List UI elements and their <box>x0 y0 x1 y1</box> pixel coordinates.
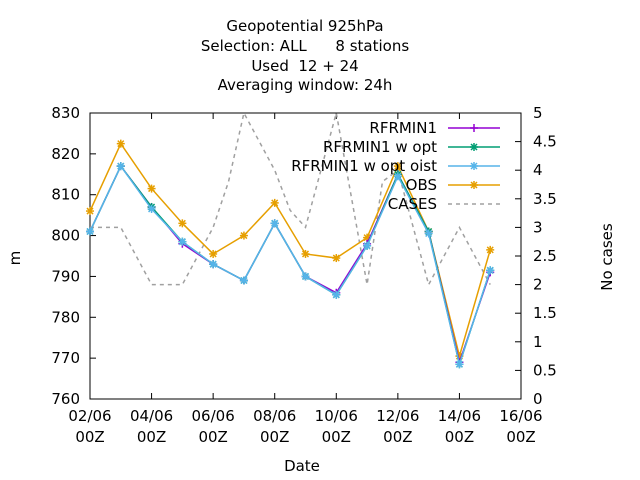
cases-line <box>90 110 491 287</box>
series-point <box>486 266 495 275</box>
y2-tick-label: 2 <box>533 276 543 294</box>
legend-label: RFRMIN1 w opt oist <box>291 157 437 175</box>
y-tick-label: 790 <box>51 267 80 285</box>
series-point <box>209 249 218 258</box>
x-tick-label-time: 00Z <box>322 428 351 446</box>
legend-label: RFRMIN1 <box>369 119 437 137</box>
data-series <box>86 139 495 369</box>
x-tick-label-date: 16/06 <box>499 407 542 425</box>
series-point <box>470 162 478 170</box>
y-tick-label: 760 <box>51 390 80 408</box>
y-tick-label: 780 <box>51 308 80 326</box>
x-tick-label-time: 00Z <box>198 428 227 446</box>
legend-label: CASES <box>388 195 437 213</box>
x-tick-label-time: 00Z <box>445 428 474 446</box>
y2-tick-label: 1.5 <box>533 304 557 322</box>
y-tick-label: 810 <box>51 186 80 204</box>
cases-series <box>90 110 491 287</box>
series-point <box>147 184 156 193</box>
series-point <box>178 219 187 228</box>
chart-title-line-1: Geopotential 925hPa <box>226 17 383 35</box>
y2-tick-label: 4.5 <box>533 133 557 151</box>
x-tick-label-date: 12/06 <box>376 407 419 425</box>
x-tick-label-date: 02/06 <box>68 407 111 425</box>
x-tick-label-time: 00Z <box>75 428 104 446</box>
x-tick-label-date: 04/06 <box>130 407 173 425</box>
series-point <box>470 181 478 189</box>
chart-title-line-4: Averaging window: 24h <box>218 76 393 94</box>
series-point <box>424 229 433 238</box>
y-tick-label: 800 <box>51 227 80 245</box>
legend-label: RFRMIN1 w opt <box>323 138 437 156</box>
y2-tick-label: 3 <box>533 218 543 236</box>
series-point <box>455 360 464 369</box>
series-point <box>147 205 156 214</box>
series-point <box>332 290 341 299</box>
series-point <box>116 162 125 171</box>
series-point <box>332 254 341 263</box>
y-tick-label: 820 <box>51 145 80 163</box>
y-tick-label: 770 <box>51 349 80 367</box>
series-point <box>470 143 478 151</box>
series-point <box>363 241 372 250</box>
series-point <box>178 237 187 246</box>
legend-label: OBS <box>406 176 437 194</box>
series-point <box>393 172 402 181</box>
x-tick-label-time: 00Z <box>506 428 535 446</box>
y2-tick-label: 4 <box>533 161 543 179</box>
x-tick-label-time: 00Z <box>137 428 166 446</box>
chart-title-line-2: Selection: ALL 8 stations <box>201 37 409 55</box>
series-point <box>239 231 248 240</box>
series-point <box>86 207 94 216</box>
axis-ticks: 760 770 780 790 800 810 820 830 0 0.5 1 1.5 2 2.5 3 3.5… <box>51 104 557 446</box>
y2-tick-label: 1 <box>533 333 543 351</box>
chart-title-line-3: Used 12 + 24 <box>251 57 358 75</box>
x-tick-label-date: 10/06 <box>315 407 358 425</box>
y-tick-label: 830 <box>51 104 80 122</box>
series-point <box>86 227 94 236</box>
y2-tick-label: 3.5 <box>533 190 557 208</box>
y2-axis-label: No cases <box>598 223 616 291</box>
series-line <box>89 164 491 368</box>
y2-tick-label: 0.5 <box>533 361 557 379</box>
y2-tick-label: 5 <box>533 104 543 122</box>
series-point <box>301 272 310 281</box>
series-point <box>470 124 478 132</box>
series-point <box>209 260 218 269</box>
series-point <box>239 276 248 285</box>
series-point <box>486 245 495 254</box>
x-tick-label-date: 14/06 <box>438 407 481 425</box>
series-point <box>270 219 279 228</box>
x-tick-label-date: 06/06 <box>192 407 235 425</box>
x-axis-label: Date <box>284 457 320 475</box>
series-point <box>301 249 310 258</box>
x-tick-label-date: 08/06 <box>253 407 296 425</box>
y2-tick-label: 2.5 <box>533 247 557 265</box>
series-point <box>116 139 125 148</box>
series-point <box>393 162 402 171</box>
series-point <box>270 198 279 207</box>
y-axis-label: m <box>6 251 24 266</box>
x-tick-label-time: 00Z <box>383 428 412 446</box>
y2-tick-label: 0 <box>533 390 543 408</box>
x-tick-label-time: 00Z <box>260 428 289 446</box>
